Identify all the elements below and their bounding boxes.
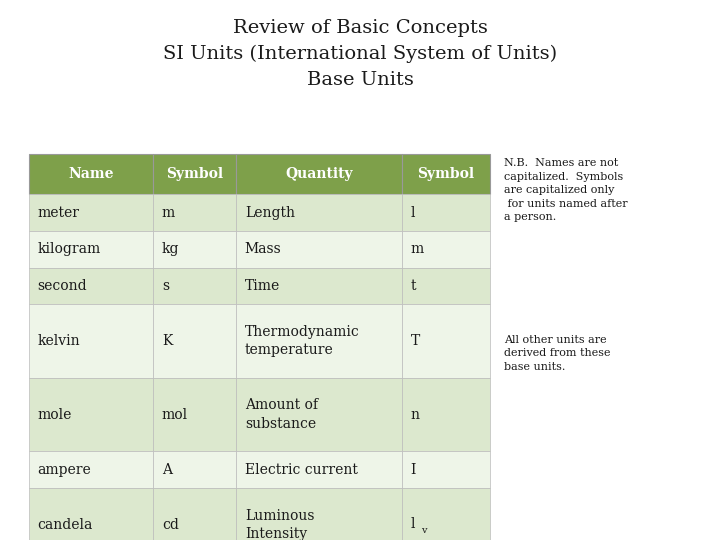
Bar [29,488,153,540]
Text: ampere: ampere [37,463,91,477]
Bar [29,194,153,231]
Text: Symbol: Symbol [166,167,223,181]
Bar [402,154,490,194]
Bar [402,488,490,540]
Bar [236,305,402,378]
Bar [236,154,402,194]
Text: N.B.  Names are not
capitalized.  Symbols
are capitalized only
 for units named : N.B. Names are not capitalized. Symbols … [504,158,628,222]
Text: K: K [162,334,172,348]
Text: Symbol: Symbol [418,167,474,181]
Text: l: l [410,206,415,220]
Bar [29,378,153,451]
Text: l: l [410,517,415,531]
Bar [402,231,490,268]
Text: meter: meter [37,206,79,220]
Text: kilogram: kilogram [37,242,101,256]
Text: kg: kg [162,242,179,256]
Text: candela: candela [37,518,93,532]
Bar [153,231,236,268]
Text: mole: mole [37,408,72,422]
Bar [236,231,402,268]
Text: n: n [410,408,420,422]
Text: Time: Time [245,279,280,293]
Text: Thermodynamic
temperature: Thermodynamic temperature [245,325,359,357]
Text: s: s [162,279,169,293]
Text: T: T [410,334,420,348]
Bar [236,268,402,305]
Bar [402,194,490,231]
Bar [153,194,236,231]
Text: A: A [162,463,172,477]
Bar [402,305,490,378]
Bar [236,378,402,451]
Text: Length: Length [245,206,294,220]
Text: I: I [410,463,416,477]
Bar [153,305,236,378]
Bar [29,231,153,268]
Bar [153,154,236,194]
Text: mol: mol [162,408,188,422]
Bar [153,268,236,305]
Text: Electric current: Electric current [245,463,358,477]
Text: m: m [410,242,424,256]
Bar [29,154,153,194]
Text: second: second [37,279,87,293]
Bar [402,268,490,305]
Text: Quantity: Quantity [285,167,353,181]
Text: cd: cd [162,518,179,532]
Bar [402,451,490,488]
Bar [29,268,153,305]
Text: Amount of
substance: Amount of substance [245,399,318,431]
Text: v: v [420,525,426,535]
Bar [153,378,236,451]
Text: Mass: Mass [245,242,282,256]
Text: Luminous
Intensity: Luminous Intensity [245,509,315,540]
Bar [29,305,153,378]
Bar [236,194,402,231]
Text: All other units are
derived from these
base units.: All other units are derived from these b… [504,335,611,372]
Text: kelvin: kelvin [37,334,80,348]
Bar [153,451,236,488]
Bar [29,451,153,488]
Text: Review of Basic Concepts
SI Units (International System of Units)
Base Units: Review of Basic Concepts SI Units (Inter… [163,19,557,89]
Text: Name: Name [68,167,114,181]
Bar [236,488,402,540]
Bar [153,488,236,540]
Bar [402,378,490,451]
Text: t: t [410,279,416,293]
Bar [236,451,402,488]
Text: m: m [162,206,175,220]
